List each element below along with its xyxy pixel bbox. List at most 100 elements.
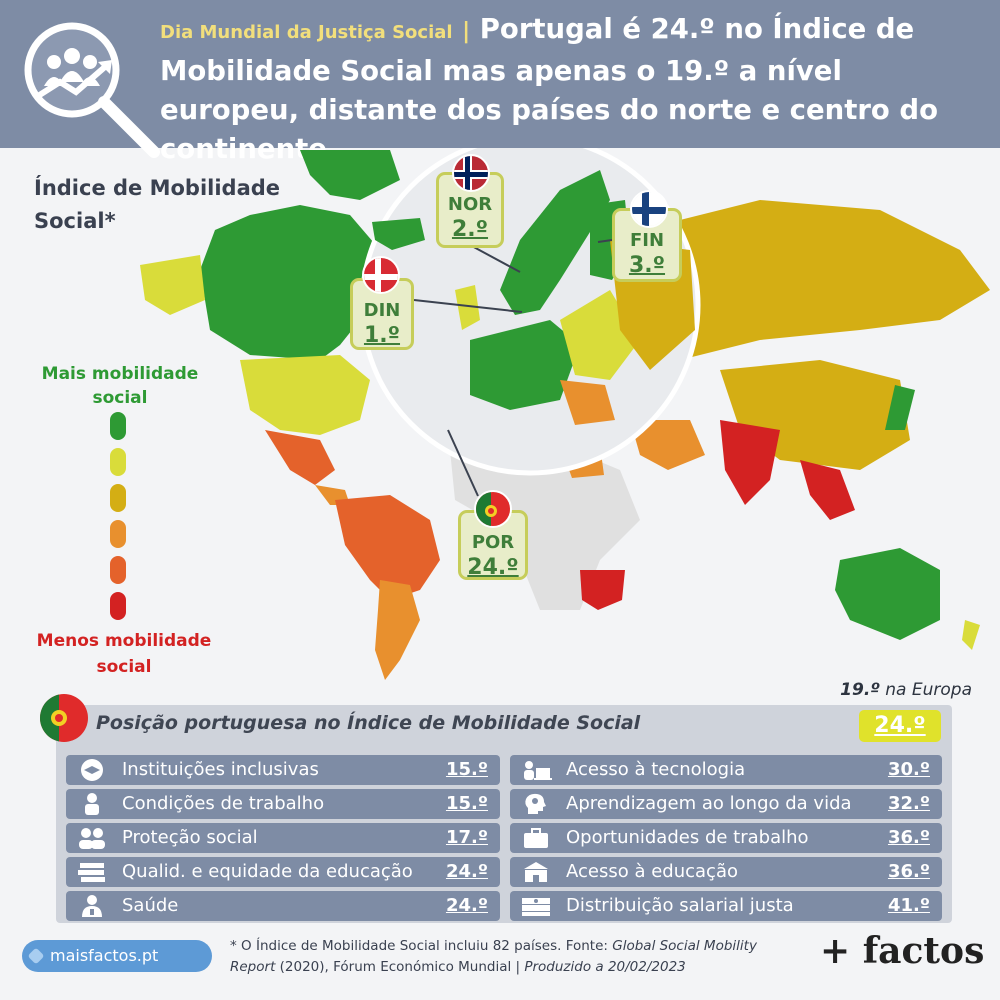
headline-separator: |	[462, 19, 471, 44]
map-se-asia	[800, 460, 855, 520]
legend-color-scale	[110, 412, 126, 627]
pillar-label: Instituições inclusivas	[122, 759, 319, 780]
footnote: * O Índice de Mobilidade Social incluiu …	[230, 936, 800, 978]
people-icon	[79, 828, 105, 849]
books-icon	[78, 863, 105, 882]
map-japan	[885, 385, 915, 430]
pillar-value: 36.º	[887, 827, 930, 848]
legend-swatch-4	[110, 520, 126, 548]
pillar-value: 41.º	[887, 895, 930, 916]
pillar-value: 15.º	[445, 759, 488, 780]
map-balkans	[560, 380, 615, 425]
map-iceland	[372, 218, 425, 250]
pillar-label: Acesso à educação	[566, 861, 738, 882]
legend-bottom-label: Menos mobilidade social	[36, 631, 212, 677]
legend-swatch-1	[110, 412, 126, 440]
map-africa	[450, 445, 640, 610]
pillar-value: 15.º	[445, 793, 488, 814]
pillar-value: 32.º	[887, 793, 930, 814]
map-norway-sweden	[500, 170, 610, 315]
money-icon	[522, 898, 550, 916]
callout-rank: 2.º	[451, 217, 489, 242]
map-australia	[835, 548, 940, 640]
legend-top-label: Mais mobilidade social	[41, 364, 199, 408]
briefcase-icon	[524, 828, 548, 848]
europe-rank: 19.º	[840, 680, 880, 700]
pillar-value: 36.º	[887, 861, 930, 882]
pillar-row: Saúde 24.º	[66, 891, 500, 921]
table-heading: Posição portuguesa no Índice de Mobilida…	[96, 712, 641, 734]
map-middle-east	[630, 420, 705, 470]
legend-title: Índice de Mobilidade Social*	[34, 176, 281, 233]
norway-flag-icon	[452, 154, 490, 192]
pillar-label: Oportunidades de trabalho	[566, 827, 809, 848]
pillar-row: Distribuição salarial justa 41.º	[510, 891, 942, 921]
portugal-flag-large-icon	[40, 694, 88, 742]
brand-logo: + factos	[820, 930, 985, 972]
europe-rank-note: 19.º na Europa	[760, 680, 972, 700]
finland-flag-icon	[630, 190, 668, 228]
pillar-row: Oportunidades de trabalho 36.º	[510, 823, 942, 853]
footnote-produced: Produzido a 20/02/2023	[524, 959, 686, 975]
headline-text: Portugal é 24.º no Índice de Mobilidade …	[160, 13, 938, 165]
callout-rank: 3.º	[628, 253, 666, 278]
pillar-label: Qualid. e equidade da educação	[122, 861, 413, 882]
legend-swatch-5	[110, 556, 126, 584]
pillar-value: 24.º	[445, 895, 488, 916]
pillar-label: Condições de trabalho	[122, 793, 325, 814]
headline-kicker: Dia Mundial da Justiça Social	[160, 22, 453, 43]
pillar-label: Proteção social	[122, 827, 258, 848]
callout-rank: 1.º	[363, 323, 401, 348]
map-india	[720, 420, 780, 505]
pillar-row: Instituições inclusivas 15.º	[66, 755, 500, 785]
pillar-row: Proteção social 17.º	[66, 823, 500, 853]
pillar-value: 30.º	[887, 759, 930, 780]
laptop-user-icon	[524, 761, 552, 780]
pillar-label: Acesso à tecnologia	[566, 759, 746, 780]
worker-icon	[85, 793, 99, 815]
site-bullet-icon	[27, 947, 45, 965]
pillar-row: Qualid. e equidade da educação 24.º	[66, 857, 500, 887]
map-south-america-south	[375, 580, 420, 680]
header-banner: Dia Mundial da Justiça Social | Portugal…	[0, 0, 1000, 165]
map-usa	[240, 355, 370, 435]
map-greenland	[300, 150, 400, 200]
europe-rank-text: na Europa	[885, 680, 972, 700]
pillar-label: Distribuição salarial justa	[566, 895, 794, 916]
callout-code: POR	[471, 532, 515, 553]
magnifier-icon	[24, 22, 160, 158]
website-label: maisfactos.pt	[50, 946, 159, 965]
handshake-icon	[81, 759, 103, 781]
map-canada	[200, 205, 380, 360]
callout-code: FIN	[629, 230, 665, 251]
callout-code: NOR	[447, 194, 493, 215]
denmark-flag-icon	[362, 256, 400, 294]
map-uk	[455, 285, 480, 330]
map-central-europe	[470, 320, 580, 410]
pillar-row: Acesso à educação 36.º	[510, 857, 942, 887]
pillar-row: Condições de trabalho 15.º	[66, 789, 500, 819]
pillar-value: 24.º	[445, 861, 488, 882]
overall-rank-badge: 24.º	[859, 710, 941, 742]
map-south-america-north	[335, 495, 440, 600]
legend-swatch-6	[110, 592, 126, 620]
pillar-value: 17.º	[445, 827, 488, 848]
map-mexico	[265, 430, 335, 485]
callout-code: DIN	[363, 300, 401, 321]
map-alaska	[140, 255, 205, 315]
overall-rank: 24.º	[874, 713, 926, 738]
footnote-mid: (2020), Fórum Económico Mundial |	[275, 959, 525, 975]
school-icon	[524, 862, 548, 882]
footnote-source: Global Social Mobility Report	[230, 938, 757, 975]
callout-rank: 24.º	[467, 555, 519, 580]
portugal-flag-icon	[474, 490, 512, 528]
doctor-icon	[82, 895, 102, 917]
map-new-zealand	[962, 620, 980, 650]
head-lightbulb-icon	[525, 793, 546, 814]
footnote-prefix: * O Índice de Mobilidade Social incluiu …	[230, 938, 613, 954]
pillar-row: Acesso à tecnologia 30.º	[510, 755, 942, 785]
website-link[interactable]: maisfactos.pt	[22, 940, 212, 972]
legend-swatch-3	[110, 484, 126, 512]
pillar-label: Saúde	[122, 895, 179, 916]
map-south-africa	[580, 570, 625, 610]
